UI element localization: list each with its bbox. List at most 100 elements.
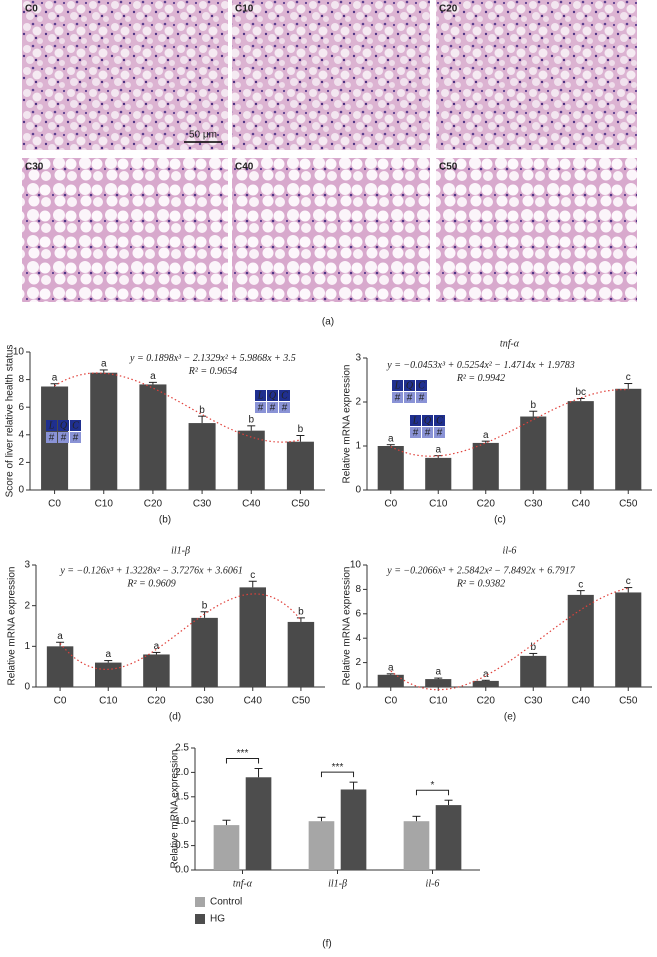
trend-header-cell bbox=[46, 420, 57, 431]
trend-header: Q bbox=[406, 380, 414, 391]
trend-row-cell bbox=[70, 432, 81, 443]
x-tick-label: C10 bbox=[429, 696, 448, 707]
trend-header-cell bbox=[279, 390, 290, 401]
x-tick-label: C30 bbox=[193, 499, 212, 510]
y-tick-label: 2 bbox=[18, 457, 24, 468]
trend-row: # bbox=[270, 403, 276, 414]
bar bbox=[308, 821, 335, 870]
r-squared: R² = 0.9654 bbox=[188, 366, 237, 377]
equation: y = 0.1898x³ − 2.1329x² + 5.9868x + 3.5 bbox=[129, 353, 296, 364]
y-tick-label: 6 bbox=[355, 608, 361, 619]
trend-row-cell bbox=[410, 427, 421, 438]
x-tick-label: C40 bbox=[572, 499, 591, 510]
y-tick-label: 3 bbox=[24, 560, 30, 571]
y-tick-label: 2 bbox=[355, 657, 361, 668]
trend-row: # bbox=[49, 433, 55, 444]
trend-header: C bbox=[281, 390, 288, 401]
significance-letter: a bbox=[57, 631, 63, 642]
image-label: C20 bbox=[439, 4, 458, 15]
significance-letter: a bbox=[388, 662, 394, 673]
y-tick-label: 2 bbox=[355, 397, 361, 408]
bar bbox=[139, 384, 167, 490]
image-label: C0 bbox=[25, 4, 38, 15]
significance-letter: a bbox=[154, 641, 160, 652]
r-squared: R² = 0.9942 bbox=[456, 373, 505, 384]
y-tick-label: 0 bbox=[355, 485, 361, 496]
trend-row: # bbox=[73, 433, 79, 444]
trend-row: # bbox=[437, 428, 443, 439]
significance-letter: a bbox=[435, 667, 441, 678]
panel-label: (f) bbox=[322, 939, 331, 950]
x-tick-label: C50 bbox=[619, 696, 638, 707]
image-label: C50 bbox=[439, 162, 458, 173]
trend-row: # bbox=[425, 428, 431, 439]
x-tick-label: C30 bbox=[524, 499, 543, 510]
y-tick-label: 4 bbox=[355, 633, 361, 644]
chart-title: il1-β bbox=[171, 545, 190, 556]
x-tick-label: il1-β bbox=[328, 878, 347, 889]
trend-row-cell bbox=[416, 392, 427, 403]
x-tick-label: C0 bbox=[384, 499, 397, 510]
fit-curve bbox=[59, 593, 302, 671]
bar bbox=[286, 441, 314, 490]
trend-row-cell bbox=[422, 427, 433, 438]
y-axis-label: Relative mRNA expression bbox=[7, 567, 18, 686]
trend-row: # bbox=[395, 393, 401, 404]
bar bbox=[567, 401, 594, 490]
x-tick-label: C50 bbox=[292, 696, 311, 707]
bar bbox=[472, 442, 499, 490]
trend-header: Q bbox=[269, 390, 277, 401]
significance-letter: b bbox=[298, 607, 304, 618]
histology-image bbox=[232, 158, 430, 302]
trend-row-cell bbox=[58, 432, 69, 443]
chart-title: il-6 bbox=[503, 545, 517, 556]
trend-row: # bbox=[407, 393, 413, 404]
trend-row: # bbox=[258, 403, 264, 414]
trend-header: Q bbox=[424, 415, 432, 426]
bar bbox=[191, 617, 218, 687]
bar bbox=[403, 821, 430, 870]
trend-row: # bbox=[282, 403, 288, 414]
significance-letter: bc bbox=[575, 387, 586, 398]
image-label: C40 bbox=[235, 162, 254, 173]
x-tick-label: C40 bbox=[572, 696, 591, 707]
significance-letter: a bbox=[52, 372, 58, 383]
trend-header: L bbox=[48, 420, 55, 431]
y-tick-label: 0 bbox=[24, 682, 30, 693]
panel-label: (c) bbox=[494, 515, 506, 526]
legend-swatch bbox=[195, 914, 205, 924]
x-tick-label: il-6 bbox=[426, 878, 440, 889]
significance-letter: b bbox=[530, 400, 536, 411]
trend-row-cell bbox=[267, 402, 278, 413]
r-squared: R² = 0.9382 bbox=[456, 578, 505, 589]
significance-label: * bbox=[431, 780, 435, 791]
legend-label: Control bbox=[210, 897, 242, 908]
trend-header-cell bbox=[410, 415, 421, 426]
equation: y = −0.126x³ + 1.3228x² − 3.7276x + 3.60… bbox=[59, 565, 243, 576]
y-tick-label: 8 bbox=[18, 374, 24, 385]
trend-header: L bbox=[412, 415, 419, 426]
significance-label: *** bbox=[332, 762, 344, 773]
y-axis-label: Relative mRNA expression bbox=[170, 750, 181, 869]
panel-label: (a) bbox=[322, 317, 334, 328]
bar bbox=[615, 388, 642, 490]
histology-image bbox=[22, 158, 228, 302]
trend-row-cell bbox=[46, 432, 57, 443]
trend-header-cell bbox=[58, 420, 69, 431]
trend-header: C bbox=[72, 420, 79, 431]
bar bbox=[520, 655, 547, 687]
bar bbox=[237, 430, 265, 490]
x-tick-label: C0 bbox=[384, 696, 397, 707]
x-tick-label: C20 bbox=[477, 499, 496, 510]
significance-bracket bbox=[225, 757, 260, 764]
y-axis-label: Relative mRNA expression bbox=[342, 365, 353, 484]
trend-row: # bbox=[413, 428, 419, 439]
bar bbox=[90, 372, 118, 490]
bar bbox=[435, 805, 462, 870]
image-label: C10 bbox=[235, 4, 254, 15]
significance-letter: c bbox=[626, 372, 631, 383]
trend-header-cell bbox=[392, 380, 403, 391]
bar bbox=[143, 654, 170, 687]
x-tick-label: C20 bbox=[147, 696, 166, 707]
